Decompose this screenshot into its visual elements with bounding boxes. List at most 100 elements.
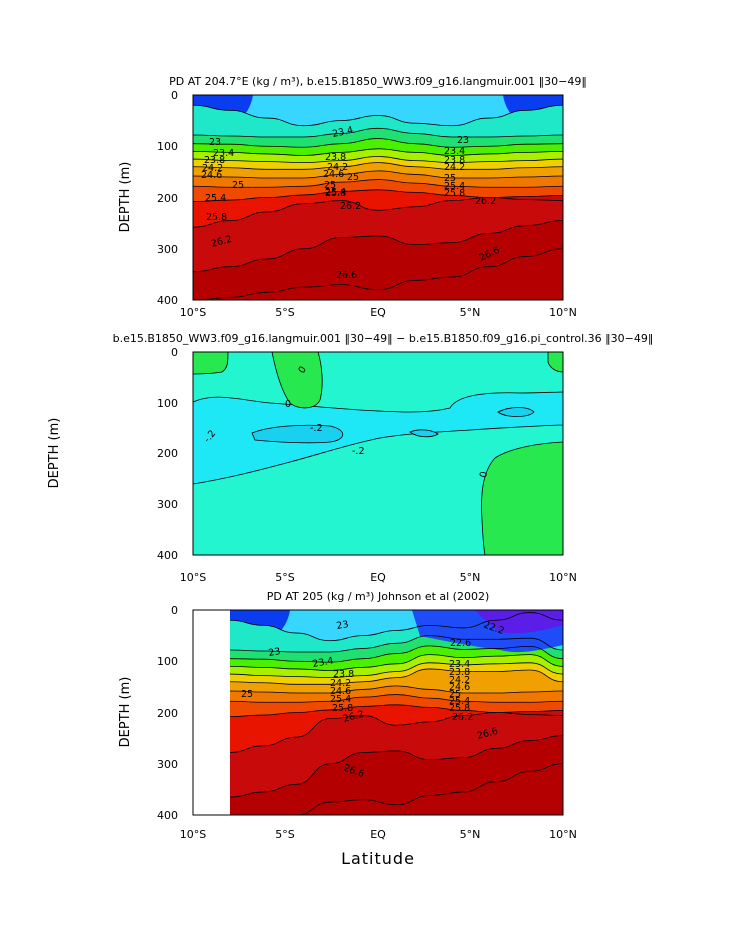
panel-3-xlabel: Latitude — [341, 849, 415, 868]
contour-line — [229, 635, 563, 653]
x-tick-label: 5°S — [275, 571, 294, 584]
contour-label: 23.4 — [213, 148, 234, 159]
contour-line — [230, 763, 563, 815]
contour-line — [229, 694, 563, 703]
panel-2-y-ticks: 0 100 200 300 400 — [157, 346, 178, 562]
panel-3-title: PD AT 205 (kg / m³) Johnson et al (2002) — [267, 590, 490, 603]
panel-2: b.e15.B1850_WW3.f09_g16.langmuir.001 ‖30… — [47, 332, 653, 584]
contour-label: 24.2 — [449, 675, 470, 686]
region-blue-pocket — [251, 424, 344, 444]
contour-label: 25 — [324, 180, 336, 191]
panel-3-plot-area — [230, 610, 563, 815]
contour-label: 26.6 — [336, 270, 357, 281]
contour-label: -.2 — [352, 446, 365, 457]
contour-line — [193, 170, 563, 179]
contour-line — [193, 248, 563, 300]
y-tick-label: 0 — [171, 89, 178, 102]
y-tick-label: 400 — [157, 809, 178, 822]
panel-1-ylabel: DEPTH (m) — [118, 162, 133, 233]
contour-line — [193, 104, 563, 127]
contour-label: 25.4 — [325, 187, 346, 198]
y-tick-label: 200 — [157, 192, 178, 205]
contour-label: 24.6 — [201, 170, 222, 181]
y-tick-label: 300 — [157, 243, 178, 256]
contour-label: 25.4 — [449, 696, 470, 707]
contour-label: 23.8 — [444, 155, 465, 166]
contour-label: 23.8 — [325, 152, 346, 163]
panel-1-title: PD AT 204.7°E (kg / m³), b.e15.B1850_WW3… — [169, 75, 587, 88]
contour-label: 25.8 — [449, 703, 470, 714]
panel-1-y-ticks: 0 100 200 300 400 — [157, 89, 178, 307]
contour-label: 25 — [347, 172, 359, 183]
panel-1-x-ticks: 10°S 5°S EQ 5°N 10°N — [180, 306, 577, 319]
contour-line — [229, 645, 563, 663]
region-blue-small-1 — [409, 429, 439, 438]
contour-label: 24.6 — [323, 169, 344, 180]
panel-3-y-ticks: 0 100 200 300 400 — [157, 604, 178, 822]
region-green-right — [481, 441, 563, 555]
contour-label: 25.8 — [444, 188, 465, 199]
contour-label: 23.4 — [444, 146, 465, 157]
y-tick-label: 0 — [171, 604, 178, 617]
contour-label: 25 — [449, 689, 461, 700]
contour-label: 0 — [478, 471, 490, 479]
y-tick-label: 200 — [157, 447, 178, 460]
panel-3-contour-lines — [229, 612, 563, 815]
x-tick-label: 10°S — [180, 828, 206, 841]
y-tick-label: 300 — [157, 498, 178, 511]
panel-3-x-ticks: 10°S 5°S EQ 5°N 10°N — [180, 828, 577, 841]
contour-label: 25.8 — [332, 703, 353, 714]
contour-line — [229, 735, 563, 798]
x-tick-label: 5°S — [275, 306, 294, 319]
panel-1-contour-lines — [193, 104, 563, 300]
contour-label: 26.6 — [476, 726, 499, 742]
band-surface-purple — [475, 610, 563, 634]
contour-band — [193, 248, 563, 300]
x-tick-label: 5°N — [460, 306, 481, 319]
contour-line — [229, 662, 563, 679]
contour-label: 0 — [296, 364, 308, 375]
y-tick-label: 100 — [157, 397, 178, 410]
y-tick-label: 400 — [157, 294, 178, 307]
contour-label: 24.2 — [327, 162, 348, 173]
contour-label: 25.4 — [330, 694, 351, 705]
contour-label: 25.8 — [206, 212, 227, 223]
x-tick-label: 10°N — [549, 306, 577, 319]
y-tick-label: 200 — [157, 707, 178, 720]
region-green-top-center — [271, 352, 323, 409]
contour-line — [193, 148, 563, 156]
contour-label: 26.2 — [452, 712, 473, 723]
contour-label: 23.4 — [449, 659, 470, 670]
x-tick-label: 10°N — [549, 828, 577, 841]
panel-3-ylabel: DEPTH (m) — [118, 677, 133, 748]
panel-2-frame — [192, 351, 564, 556]
contour-label: 25 — [241, 689, 253, 700]
x-tick-label: 5°N — [460, 571, 481, 584]
contour-line — [229, 704, 563, 717]
contour-label: 0 — [285, 399, 291, 410]
contour-label: 24.2 — [330, 678, 351, 689]
x-tick-label: 10°S — [180, 306, 206, 319]
contour-label: 23 — [268, 646, 282, 659]
contour-line — [229, 668, 563, 685]
panel-2-plot-area — [193, 352, 563, 555]
contour-label: 24.6 — [330, 686, 351, 697]
contour-line — [229, 685, 563, 694]
contour-label: 25.8 — [325, 188, 346, 199]
contour-label: 23 — [209, 137, 221, 148]
panel-1-frame — [192, 94, 564, 301]
region-light-blue — [193, 391, 563, 485]
contour-label: 25.4 — [205, 193, 226, 204]
contour-label: 22.6 — [450, 638, 471, 649]
contour-label: 23.4 — [312, 655, 335, 670]
contour-line — [193, 179, 563, 188]
contour-label: 26.2 — [475, 196, 496, 207]
contour-line — [193, 127, 563, 138]
contour-label: 26.2 — [210, 234, 233, 250]
contour-label: 23.4 — [331, 125, 354, 140]
contour-label: 25.4 — [444, 181, 465, 192]
contour-label: 23.8 — [333, 669, 354, 680]
contour-label: 24.2 — [202, 163, 223, 174]
x-tick-label: 5°N — [460, 828, 481, 841]
